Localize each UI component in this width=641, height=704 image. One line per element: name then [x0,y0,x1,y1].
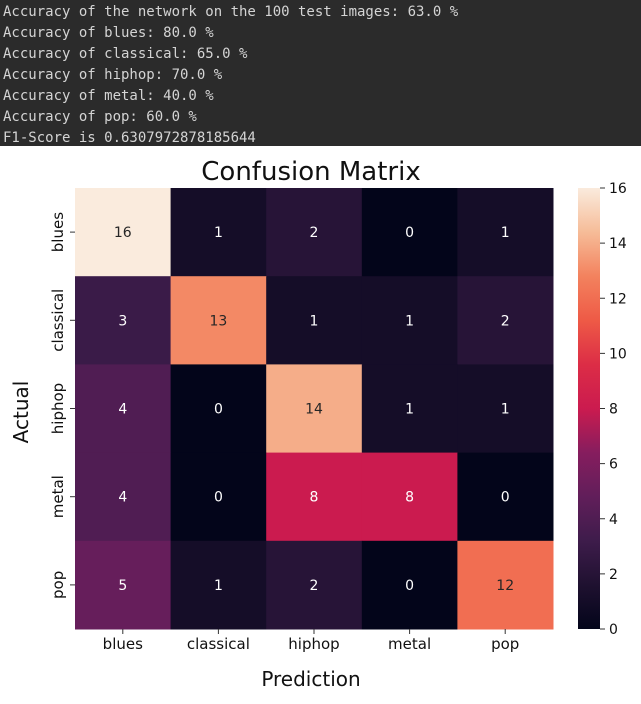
y-axis-label: Actual [9,381,33,444]
heatmap-cell [75,188,172,277]
heatmap-cells [75,188,554,630]
heatmap-cell-labels: 16 1 2 0 13 13 1 1 24 0 14 1 14 0 8 8 05 1 2 0 12 [114,225,514,594]
heatmap-cell [457,452,554,542]
heatmap-cell [170,452,267,542]
heatmap-cell [361,452,458,542]
x-tick-label: hiphop [288,635,339,653]
colorbar-gradient [578,188,600,629]
colorbar-tick-label: 0 [609,622,618,638]
heatmap-cell [266,540,363,630]
cell-value-label: 1 [214,225,223,241]
heatmap-cell [170,364,267,454]
y-tick-label: pop [49,571,67,599]
colorbar-tick-label: 8 [609,402,618,418]
heatmap-cell [266,364,363,454]
y-tick-label: metal [49,475,67,518]
cell-value-label: 16 [114,225,132,241]
colorbar-tick-label: 12 [609,291,627,307]
heatmap-cell [266,188,363,277]
colorbar-tick-label: 14 [609,236,627,252]
x-tick-label: classical [187,635,250,653]
cell-value-label: 2 [310,225,319,241]
cell-value-label: 8 [310,490,319,506]
heatmap-cell [266,452,363,542]
heatmap-cell [170,276,267,365]
cell-value-label: 2 [501,313,510,329]
cell-value-label: 1 [310,313,319,329]
colorbar-tick-label: 10 [609,346,627,362]
heatmap-cell [75,452,172,542]
heatmap-cell [361,276,458,365]
x-axis-ticks: blues classical hiphop metal pop [103,629,519,653]
heatmap-cell [457,188,554,277]
x-tick-label: blues [103,635,143,653]
cell-value-label: 1 [214,578,223,594]
cell-value-label: 4 [118,402,127,418]
cell-value-label: 13 [209,313,227,329]
heatmap-cell [457,276,554,365]
console-line: Accuracy of the network on the 100 test … [3,4,459,20]
colorbar-tick-label: 16 [609,181,627,197]
confusion-matrix-chart: Confusion Matrix Prediction Actual 16 1 2 0… [9,157,627,691]
cell-value-label: 0 [405,225,414,241]
cell-value-label: 3 [118,313,127,329]
y-axis-ticks: blues classical hiphop metal pop [49,212,75,599]
console-output: Accuracy of the network on the 100 test … [0,0,641,146]
cell-value-label: 4 [118,490,127,506]
console-line: Accuracy of classical: 65.0 % [3,46,248,62]
cell-value-label: 0 [214,402,223,418]
chart-title: Confusion Matrix [201,157,420,187]
heatmap-cell [75,364,172,454]
y-tick-label: blues [49,212,67,252]
cell-value-label: 0 [501,490,510,506]
cell-value-label: 8 [405,490,414,506]
cell-value-label: 0 [214,490,223,506]
cell-value-label: 14 [305,402,323,418]
y-tick-label: classical [49,289,67,352]
cell-value-label: 1 [501,225,510,241]
heatmap-cell [266,276,363,365]
x-axis-label: Prediction [261,667,360,691]
heatmap-cell [170,540,267,630]
heatmap-cell [170,188,267,277]
heatmap-cell [75,540,172,630]
console-line: Accuracy of blues: 80.0 % [3,25,214,41]
colorbar-tick-label: 2 [609,567,618,583]
colorbar-tick-label: 4 [609,512,618,528]
console-line: Accuracy of metal: 40.0 % [3,88,214,104]
colorbar: 0 2 4 6 8 10 12 14 16 [578,181,627,638]
heatmap-cell [457,364,554,454]
x-tick-label: pop [491,635,519,653]
cell-value-label: 1 [405,402,414,418]
heatmap-cell [75,276,172,365]
heatmap-cell [361,540,458,630]
cell-value-label: 2 [310,578,319,594]
console-line: Accuracy of pop: 60.0 % [3,109,197,125]
x-tick-label: metal [388,635,431,653]
console-line: Accuracy of hiphop: 70.0 % [3,67,223,83]
cell-value-label: 0 [405,578,414,594]
heatmap-cell [457,540,554,630]
y-tick-label: hiphop [49,383,67,434]
cell-value-label: 1 [501,402,510,418]
cell-value-label: 12 [496,578,514,594]
heatmap-cell [361,364,458,454]
console-line: F1-Score is 0.6307972878185644 [3,130,256,146]
colorbar-tick-label: 6 [609,457,618,473]
plot-area: Confusion Matrix Prediction Actual 16 1 2 0… [5,146,641,700]
cell-value-label: 5 [118,578,127,594]
cell-value-label: 1 [405,313,414,329]
heatmap-cell [361,188,458,277]
